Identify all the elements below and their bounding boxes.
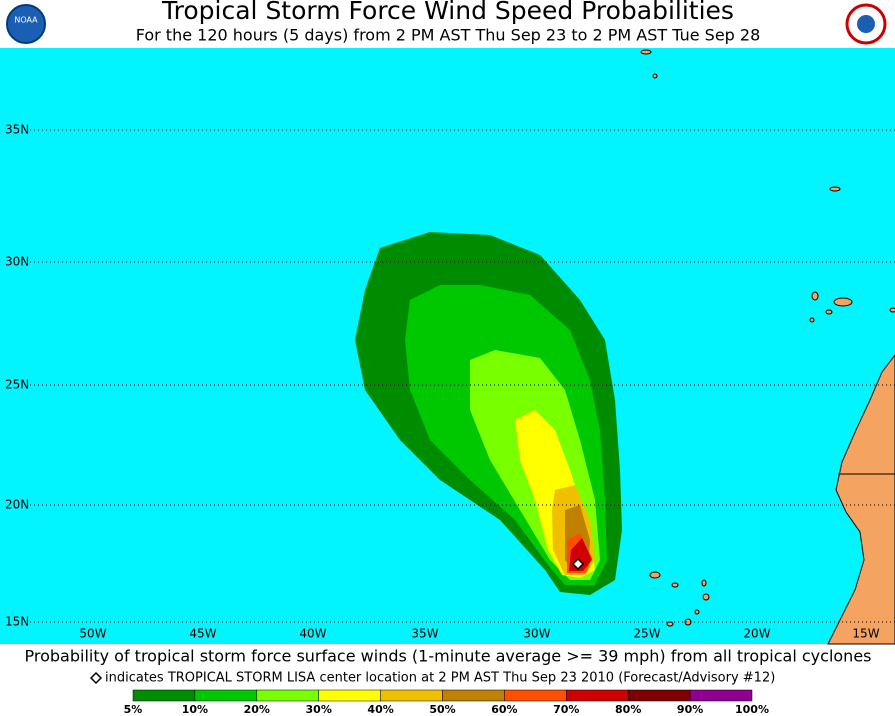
legend-swatch	[256, 689, 319, 702]
legend-label: 90%	[677, 703, 703, 716]
grid: 35N 30N 25N 20N 15N 50W 45W 40W 35W 30W 25W 20W 15W	[5, 123, 895, 641]
legend-swatch	[627, 689, 691, 702]
lat-label: 15N	[5, 615, 29, 629]
svg-text:NOAA: NOAA	[14, 16, 38, 25]
legend-swatch	[566, 689, 629, 702]
legend-swatch	[194, 689, 258, 702]
lon-label: 15W	[852, 627, 879, 641]
lat-label: 30N	[5, 255, 29, 269]
lon-label: 50W	[79, 627, 106, 641]
legend-label: 50%	[429, 703, 455, 716]
lon-label: 30W	[523, 627, 550, 641]
legend-label: 70%	[553, 703, 579, 716]
lon-label: 45W	[189, 627, 216, 641]
lat-label: 35N	[5, 123, 29, 137]
legend-label: 80%	[615, 703, 641, 716]
legend-swatch	[318, 689, 381, 702]
note: indicates TROPICAL STORM LISA center loc…	[105, 671, 775, 686]
legend-label: 10%	[182, 703, 208, 716]
lon-label: 40W	[299, 627, 326, 641]
legend-label: 40%	[367, 703, 393, 716]
legend-swatch	[689, 689, 753, 702]
title: Tropical Storm Force Wind Speed Probabil…	[161, 0, 734, 25]
legend-swatch	[504, 689, 567, 702]
legend-swatch	[132, 689, 196, 702]
subtitle: For the 120 hours (5 days) from 2 PM AST…	[136, 26, 761, 45]
probability-swath	[355, 232, 622, 595]
legend-label: 100%	[735, 703, 769, 716]
islands	[640, 49, 895, 627]
logo-right	[845, 3, 887, 45]
legend-label: 60%	[491, 703, 517, 716]
lon-label: 35W	[411, 627, 438, 641]
diamond-symbol	[89, 671, 103, 685]
legend-label: 30%	[306, 703, 332, 716]
legend-label: 5%	[124, 703, 143, 716]
lon-label: 20W	[743, 627, 770, 641]
africa	[827, 354, 895, 645]
caption: Probability of tropical storm force surf…	[25, 647, 872, 666]
lat-label: 20N	[5, 498, 29, 512]
legend-label: 20%	[244, 703, 270, 716]
storm-center	[571, 557, 585, 571]
lon-label: 25W	[633, 627, 660, 641]
logo-left: NOAA	[6, 4, 46, 44]
legend: 5% 10% 20% 30% 40% 50% 60% 70% 80% 90% 100%	[124, 689, 769, 716]
legend-swatch	[380, 689, 443, 702]
lat-label: 25N	[5, 378, 29, 392]
legend-swatch	[442, 689, 505, 702]
